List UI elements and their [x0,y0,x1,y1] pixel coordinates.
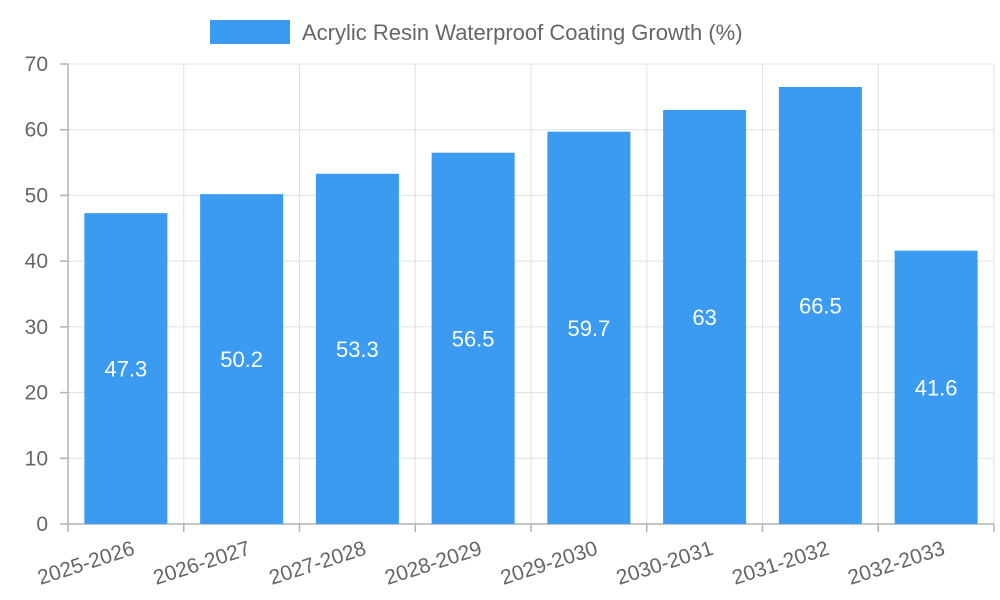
data-label: 63 [692,305,716,330]
y-tick-label: 30 [25,316,48,339]
bar[interactable] [547,131,631,524]
x-tick-label: 2032-2033 [845,537,948,590]
data-label: 53.3 [336,337,379,362]
x-tick-label: 2031-2032 [729,537,832,590]
x-tick-label: 2028-2029 [382,537,485,590]
data-label: 59.7 [567,316,610,341]
bar[interactable] [200,194,284,524]
x-tick-label: 2025-2026 [35,537,138,590]
y-tick-label: 20 [25,382,48,405]
x-tick-label: 2030-2031 [614,537,717,590]
bar[interactable] [663,110,747,524]
x-tick-label: 2029-2030 [498,537,601,590]
y-axis-ticks: 0 10 20 30 40 50 60 70 [25,53,48,536]
bars [84,87,978,524]
data-label: 47.3 [104,357,147,382]
bar[interactable] [778,87,862,524]
data-label: 41.6 [915,375,958,400]
y-tick-label: 40 [25,250,48,273]
legend-swatch [210,20,290,44]
data-label: 56.5 [452,326,495,351]
data-label: 50.2 [220,347,263,372]
x-tick-label: 2026-2027 [151,537,254,590]
bar[interactable] [84,213,168,524]
y-tick-label: 10 [25,447,48,470]
legend[interactable]: Acrylic Resin Waterproof Coating Growth … [210,20,743,45]
y-tick-label: 0 [36,513,48,536]
legend-label: Acrylic Resin Waterproof Coating Growth … [302,20,743,45]
y-tick-label: 70 [25,53,48,76]
bar[interactable] [894,250,978,524]
bar[interactable] [315,173,399,524]
data-label: 66.5 [799,294,842,319]
y-tick-label: 60 [25,119,48,142]
bar[interactable] [431,152,515,524]
y-tick-label: 50 [25,184,48,207]
x-axis-ticks: 2025-2026 2026-2027 2027-2028 2028-2029 2029… [35,537,948,590]
data-labels: 47.3 50.2 53.3 56.5 59.7 63 66.5 41.6 [104,294,957,401]
x-tick-label: 2027-2028 [266,537,369,590]
